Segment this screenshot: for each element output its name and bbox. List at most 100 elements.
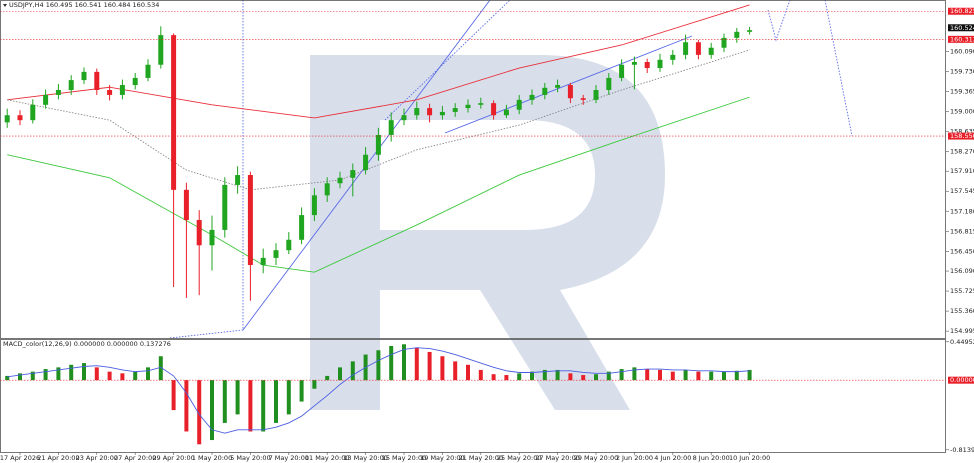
macd-bar (338, 367, 342, 381)
candle-body (452, 108, 458, 112)
candle-body (491, 103, 497, 116)
candle-body (350, 170, 356, 178)
macd-bar (670, 371, 675, 381)
candle-body (81, 71, 87, 81)
candle-body (363, 154, 369, 171)
candle-body (516, 99, 522, 110)
macd-bar (210, 380, 214, 441)
candle-body (542, 87, 548, 95)
level-label: 160.524 (950, 24, 974, 32)
macd-bar (18, 373, 22, 381)
macd-bar (350, 361, 355, 381)
x-tick-label: 7 May 20:00 (269, 454, 309, 462)
macd-title: MACD_color(12,26,9) 0.000000 0.000000 0.… (3, 340, 171, 348)
y-tick-label: 158.270 (950, 147, 974, 155)
macd-bar (658, 369, 662, 381)
macd-bar (286, 380, 291, 415)
candle-body (414, 108, 420, 116)
x-tick-label: 27 Apr 20:00 (114, 454, 156, 462)
y-tick-label: 154.995 (950, 327, 974, 335)
y-tick-label: 155.360 (950, 307, 974, 315)
macd-bar (594, 374, 598, 381)
macd-bar (5, 375, 10, 381)
y-tick-label: 155.725 (950, 287, 974, 295)
x-tick-label: 2 Jun 20:00 (616, 454, 653, 462)
candle-body (670, 54, 676, 60)
macd-bar (197, 380, 202, 445)
macd-bar (261, 380, 266, 432)
macd-bar (466, 364, 470, 381)
candle-body (657, 59, 663, 69)
candle-body (593, 89, 599, 100)
x-tick-label: 29 May 20:00 (574, 454, 619, 462)
candle-body (107, 89, 113, 95)
x-tick-label: 25 May 20:00 (497, 454, 542, 462)
macd-bar (478, 369, 483, 381)
candle-body (235, 175, 241, 185)
macd-bar (133, 371, 138, 381)
macd-bar (709, 371, 714, 381)
macd-bar (747, 369, 752, 381)
candle-body (747, 30, 753, 32)
macd-bar (146, 367, 150, 381)
x-tick-label: 19 May 20:00 (420, 454, 465, 462)
macd-bar (530, 371, 534, 381)
macd-tick-label: -0.813956 (950, 446, 974, 454)
candle-body (401, 115, 407, 121)
macd-bar (107, 371, 112, 381)
x-tick-label: 21 Apr 20:00 (37, 454, 79, 462)
candle-body (631, 62, 637, 65)
moving-average (7, 49, 750, 191)
macd-bar (184, 380, 189, 432)
y-tick-label: 156.450 (950, 247, 974, 255)
candle-body (17, 115, 23, 121)
macd-bar (248, 380, 253, 432)
macd-bar (722, 371, 726, 381)
candle-body (30, 104, 36, 121)
level-label: 160.313 (950, 35, 974, 43)
macd-bar (491, 374, 496, 381)
candle-body (465, 104, 471, 109)
x-tick-label: 21 May 20:00 (459, 454, 504, 462)
macd-bar (696, 371, 701, 381)
x-tick-label: 4 Jun 20:00 (654, 454, 691, 462)
candle-body (555, 85, 561, 88)
macd-bar (43, 369, 48, 381)
macd-bar (645, 369, 650, 381)
candle-body (132, 77, 138, 86)
macd-bar (158, 356, 163, 381)
chart-title: USDJPY,H4 160.495 160.541 160.484 160.53… (9, 1, 159, 9)
level-tag (948, 24, 974, 32)
x-tick-label: 27 May 20:00 (535, 454, 580, 462)
x-tick-label: 29 Apr 20:00 (152, 454, 194, 462)
plot-area (4, 4, 753, 301)
macd-bar (517, 373, 522, 381)
candle-body (209, 229, 215, 246)
y-tick-label: 156.090 (950, 267, 974, 275)
macd-bar (555, 369, 560, 381)
candle-body (439, 111, 445, 116)
candle-body (695, 42, 701, 55)
macd-bar (453, 361, 458, 381)
y-tick-label: 160.090 (950, 48, 974, 56)
candle-body (183, 189, 189, 221)
x-tick-label: 15 May 20:00 (382, 454, 427, 462)
candle-body (388, 120, 394, 135)
macd-bar (389, 345, 394, 381)
candle-body (145, 64, 151, 78)
candle-body (247, 175, 253, 266)
macd-bar (504, 375, 509, 381)
macd-bar (440, 356, 445, 381)
macd-bar (325, 375, 330, 381)
candle-body (286, 239, 292, 251)
macd-bar (402, 344, 406, 381)
candle-body (503, 109, 509, 116)
candle-body (119, 85, 125, 95)
macd-bar (120, 373, 125, 381)
candle-body (273, 250, 279, 258)
candle-body (427, 108, 433, 116)
candle-body (311, 195, 317, 216)
macd-bar (734, 370, 739, 381)
candle-body (683, 42, 689, 55)
